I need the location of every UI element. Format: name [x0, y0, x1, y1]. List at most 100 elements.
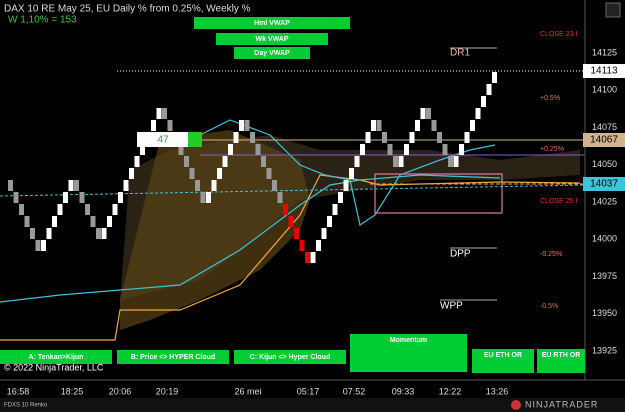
level-label: +0.5% [540, 95, 560, 102]
signal-button[interactable]: A: Tenkan>Kijun [0, 350, 112, 364]
brick [453, 156, 459, 167]
day-vwap [0, 184, 586, 197]
scroll-button[interactable] [605, 2, 621, 18]
brick [24, 216, 30, 227]
level-label: WPP [440, 301, 463, 312]
signal-button[interactable]: Momentum [350, 334, 467, 372]
brick [178, 144, 184, 155]
time-tick-label: 12:22 [439, 386, 462, 396]
time-tick-label: 16:58 [7, 386, 30, 396]
brick [217, 168, 222, 179]
brick [442, 144, 448, 155]
price-marker [583, 64, 625, 78]
time-tick-label: 13:26 [486, 386, 509, 396]
price-marker [583, 177, 625, 191]
brick [393, 156, 398, 167]
brick [134, 156, 140, 167]
price-tick-label: 14125 [592, 47, 617, 57]
signal-button[interactable]: EU RTH OR [537, 349, 585, 373]
signal-button[interactable]: EU ETH OR [472, 349, 534, 373]
button-bg [0, 350, 112, 364]
button-label: Day VWAP [254, 50, 290, 57]
brick [129, 168, 134, 179]
time-tick-label: 07:52 [343, 386, 366, 396]
brick [360, 144, 365, 155]
brick [118, 192, 123, 203]
brick [316, 240, 321, 251]
brick [338, 192, 343, 203]
price-tick-label: 14100 [592, 85, 617, 95]
vwap-button[interactable]: Hml VWAP [194, 17, 350, 29]
button-label: EU RTH OR [542, 352, 581, 359]
brick [420, 108, 426, 119]
chart-title: DAX 10 RE May 25, EU Daily % from 0.25%,… [4, 4, 251, 15]
brick [233, 132, 239, 143]
level-label: -0.25% [540, 251, 562, 258]
button-label: B: Price <> HYPER Cloud [131, 354, 215, 361]
time-tick-label: 18:25 [61, 386, 84, 396]
time-tick-label: 26 mei [234, 386, 261, 396]
brick [239, 120, 244, 131]
logo-icon [511, 400, 521, 410]
brick [354, 156, 360, 167]
price-tick-label: 14075 [592, 122, 617, 132]
brick [244, 120, 250, 131]
brick [8, 180, 13, 191]
price-tick-label: 13975 [592, 271, 617, 281]
brick [470, 120, 475, 131]
brick [299, 240, 305, 251]
input-spin[interactable] [188, 132, 202, 147]
brick [151, 120, 156, 131]
chart-subtitle: W 1,10% = 153 [8, 15, 77, 26]
brick [46, 228, 52, 239]
brick [96, 228, 101, 239]
vwap-line [189, 119, 496, 226]
brick [404, 144, 409, 155]
input-box[interactable] [137, 132, 190, 147]
brick [486, 84, 492, 95]
level-label: DPP [450, 249, 471, 260]
button-label: Wk VWAP [255, 36, 288, 43]
renko-bricks [8, 72, 497, 263]
level-label: CLOSE 25 I [540, 198, 577, 205]
signal-button[interactable]: B: Price <> HYPER Cloud [117, 350, 229, 364]
brick [74, 180, 79, 191]
brick [101, 228, 107, 239]
level-label: DR1 [450, 48, 470, 59]
vwap-button[interactable]: Wk VWAP [216, 33, 328, 45]
brick [431, 120, 437, 131]
brick [167, 120, 173, 131]
brick [85, 204, 90, 215]
status-bar [0, 398, 625, 412]
button-label: Momentum [390, 337, 427, 344]
signal-button[interactable]: C: Kijun <> Hyper Cloud [234, 350, 346, 364]
range-box [374, 173, 503, 214]
brick [492, 72, 497, 83]
brick [277, 192, 283, 203]
brick [184, 156, 189, 167]
brick [79, 192, 85, 203]
brick [288, 216, 294, 227]
brick [283, 204, 288, 215]
brick [200, 192, 206, 203]
button-bg [472, 349, 534, 373]
price-tick-label: 14000 [592, 234, 617, 244]
cloud-lower [120, 130, 310, 330]
brick [464, 132, 470, 143]
brick [459, 144, 464, 155]
vwap-button[interactable]: Day VWAP [234, 47, 310, 59]
price-marker-label: 14037 [590, 179, 618, 190]
price-tick-label: 13925 [592, 345, 617, 355]
brick [398, 156, 404, 167]
brick [343, 180, 349, 191]
brick [189, 168, 195, 179]
brick [321, 228, 327, 239]
brick [305, 252, 310, 263]
brick [222, 156, 228, 167]
level-label: +0.25% [540, 146, 564, 153]
button-bg [234, 350, 346, 364]
time-tick-label: 20:19 [156, 386, 179, 396]
brick [19, 204, 24, 215]
button-bg [117, 350, 229, 364]
